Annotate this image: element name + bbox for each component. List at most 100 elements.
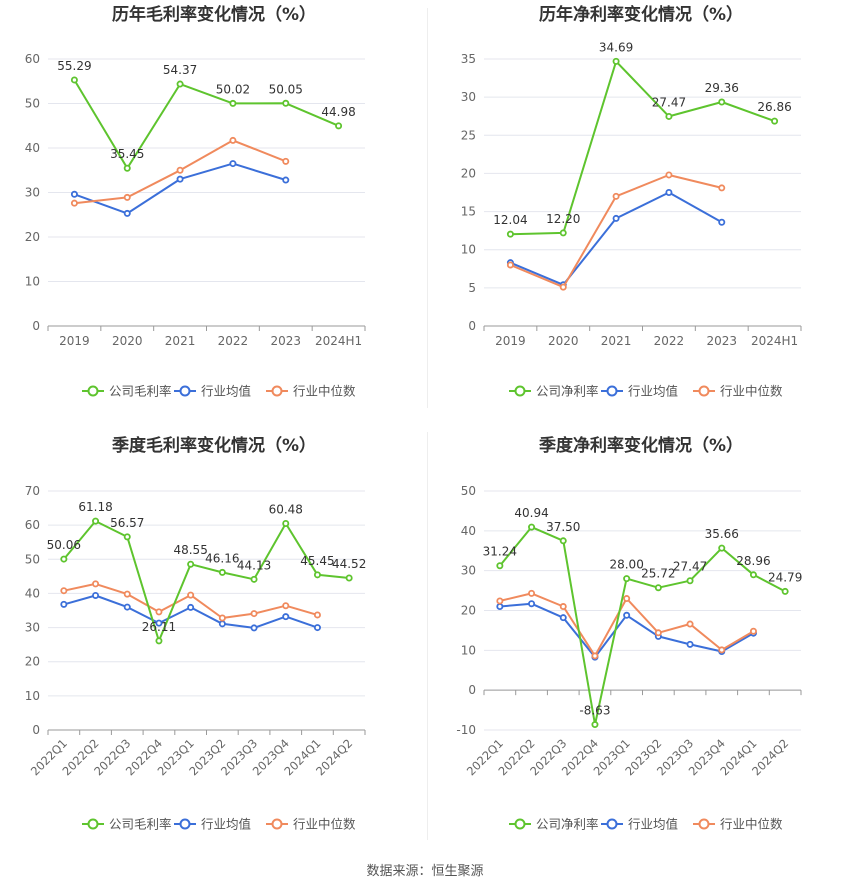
legend-marker [698, 385, 710, 397]
data-label: 35.45 [110, 147, 144, 161]
data-point-industry_avg [187, 603, 195, 611]
data-point-company [282, 99, 290, 107]
data-label: -8.63 [579, 704, 610, 718]
data-label: 40.94 [514, 506, 548, 520]
data-label: 44.52 [332, 557, 366, 571]
chart-annual-net: 历年净利率变化情况（%） 0 5 10 15 20 25 30 35 2019 2020 2021 20… [461, 4, 802, 399]
data-point-company [781, 587, 789, 595]
data-point-industry_median [665, 171, 673, 179]
series-industry_avg [70, 160, 290, 217]
y-tick-label: 50 [25, 552, 40, 566]
legend-item-company[interactable]: 公司毛利率 [82, 384, 172, 399]
legend-marker [514, 385, 526, 397]
source-note: 数据来源：恒生聚源 [366, 864, 484, 879]
legend-item-industry_median[interactable]: 行业中位数 [693, 384, 783, 399]
series-line-industry_avg [510, 191, 723, 286]
series-industry_median [506, 171, 726, 291]
data-label: 35.66 [705, 527, 739, 541]
data-point-industry_median [70, 199, 78, 207]
data-point-company [229, 99, 237, 107]
legend-item-industry_median[interactable]: 行业中位数 [693, 817, 783, 832]
data-point-industry_avg [123, 603, 131, 611]
series-line-industry_avg [499, 602, 754, 659]
data-label: 26.11 [142, 620, 176, 634]
x-tick-label: 2023 [706, 334, 737, 348]
legend-marker [606, 818, 618, 830]
x-tick-label: 2019 [495, 334, 526, 348]
data-point-company [686, 577, 694, 585]
y-tick-label: 20 [25, 655, 40, 669]
y-tick-label: 20 [461, 604, 476, 618]
data-label: 12.04 [493, 213, 527, 227]
y-tick-label: 20 [25, 230, 40, 244]
x-tick-label: 2024H1 [315, 334, 362, 348]
data-label: 45.45 [300, 554, 334, 568]
legend-item-industry_avg[interactable]: 行业均值 [174, 384, 251, 399]
data-point-industry_median [654, 629, 662, 637]
y-tick-label: 10 [25, 275, 40, 289]
data-label: 61.18 [78, 500, 112, 514]
data-point-company [92, 517, 100, 525]
data-point-company [123, 164, 131, 172]
legend-marker [179, 818, 191, 830]
series-line-company [73, 79, 339, 170]
y-tick-label: 60 [25, 518, 40, 532]
data-label: 26.86 [757, 100, 791, 114]
y-tick-label: 30 [461, 90, 476, 104]
chart-title: 季度净利率变化情况（%） [539, 435, 743, 456]
y-tick-label: 30 [25, 186, 40, 200]
legend-item-industry_avg[interactable]: 行业均值 [601, 384, 678, 399]
data-point-company [70, 76, 78, 84]
series-company: 55.29 35.45 54.37 50.02 50.05 44.98 [57, 59, 356, 172]
y-tick-label: 30 [461, 564, 476, 578]
data-label: 37.50 [546, 520, 580, 534]
data-label: 27.47 [673, 560, 707, 574]
data-point-industry_median [623, 595, 631, 603]
data-point-company [559, 229, 567, 237]
y-tick-label: 15 [461, 205, 476, 219]
data-point-industry_avg [559, 614, 567, 622]
y-tick-label: 25 [461, 128, 476, 142]
legend-item-company[interactable]: 公司净利率 [509, 384, 599, 399]
data-point-industry_median [591, 652, 599, 660]
data-point-industry_avg [123, 209, 131, 217]
legend-item-industry_median[interactable]: 行业中位数 [266, 384, 356, 399]
legend-label: 公司毛利率 [109, 817, 172, 832]
y-tick-label: 5 [468, 281, 476, 295]
data-point-industry_median [718, 184, 726, 192]
data-point-company [218, 568, 226, 576]
data-point-company [559, 537, 567, 545]
data-point-company [718, 98, 726, 106]
data-label: 28.96 [736, 554, 770, 568]
data-point-industry_avg [92, 591, 100, 599]
x-tick-label: 2021 [601, 334, 632, 348]
data-point-industry_median [496, 597, 504, 605]
legend-item-industry_median[interactable]: 行业中位数 [266, 817, 356, 832]
series-line-company [510, 60, 775, 236]
legend-label: 行业中位数 [293, 384, 356, 399]
legend-label: 行业均值 [201, 817, 251, 832]
legend-item-industry_avg[interactable]: 行业均值 [174, 817, 251, 832]
data-point-company [749, 571, 757, 579]
data-label: 29.36 [705, 81, 739, 95]
data-label: 12.20 [546, 212, 580, 226]
data-point-industry_avg [60, 600, 68, 608]
data-point-industry_avg [155, 619, 163, 627]
data-point-industry_median [187, 591, 195, 599]
data-point-industry_median [282, 157, 290, 165]
data-point-industry_median [176, 166, 184, 174]
data-label: 31.24 [483, 545, 517, 559]
x-tick-label: 2023 [270, 334, 301, 348]
data-point-industry_median [559, 603, 567, 611]
y-tick-label: 35 [461, 52, 476, 66]
data-label: 24.79 [768, 570, 802, 584]
y-tick-label: 0 [468, 683, 476, 697]
legend-item-company[interactable]: 公司净利率 [509, 817, 599, 832]
legend-marker [87, 385, 99, 397]
legend-item-company[interactable]: 公司毛利率 [82, 817, 172, 832]
data-point-industry_avg [282, 176, 290, 184]
series-industry_median [496, 589, 757, 660]
legend-label: 行业中位数 [720, 817, 783, 832]
legend-item-industry_avg[interactable]: 行业均值 [601, 817, 678, 832]
